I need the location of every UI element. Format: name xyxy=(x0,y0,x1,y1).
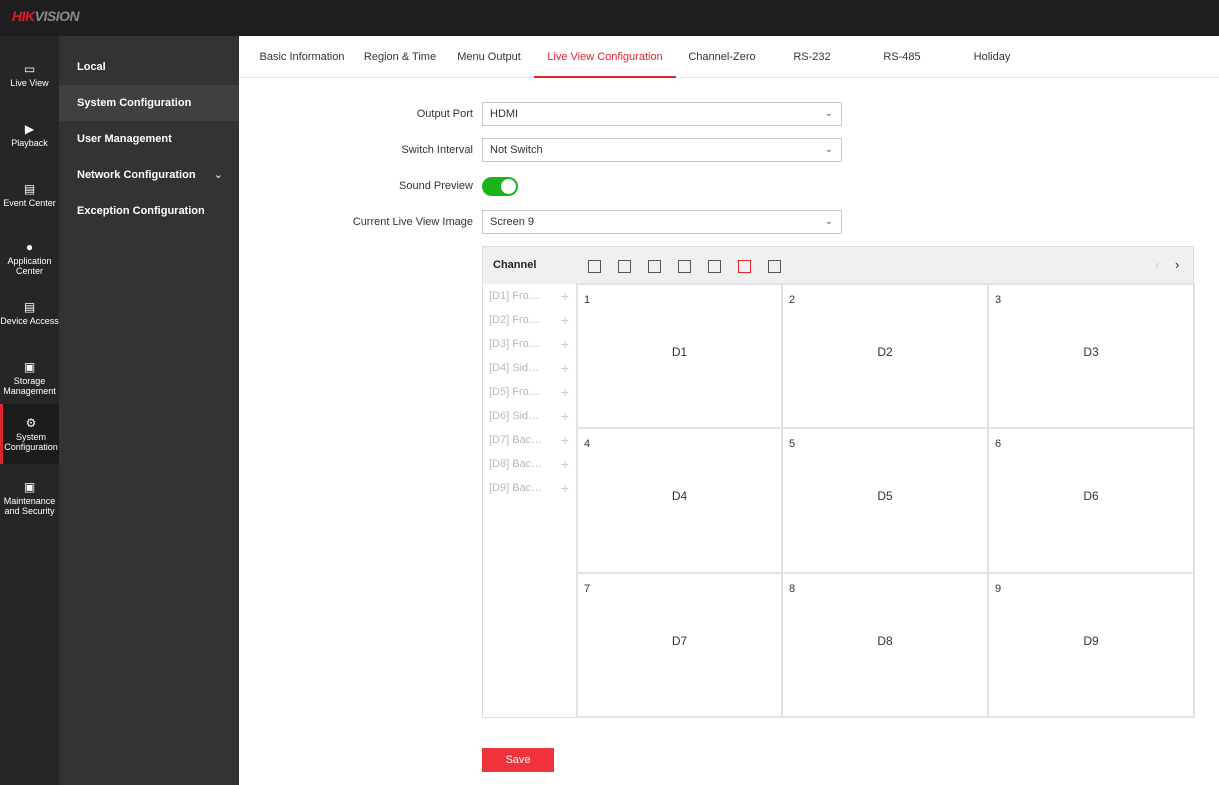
output-port-select[interactable]: HDMI ⌄ xyxy=(482,102,842,126)
panel-header: Channel ‹ › xyxy=(483,247,1193,284)
layout-16-window-icon[interactable] xyxy=(768,260,781,273)
nav-item-system-configuration[interactable]: ⚙ System Configuration xyxy=(0,404,59,464)
chevron-down-icon: ⌄ xyxy=(213,169,223,181)
toggle-knob xyxy=(501,179,516,194)
add-icon[interactable]: + xyxy=(560,432,569,448)
nav-item-live-view[interactable]: ▭ Live View xyxy=(10,62,49,88)
chevron-down-icon: ⌄ xyxy=(824,216,833,227)
layout-2-window-icon[interactable] xyxy=(618,260,631,273)
nav-item-maintenance-and-security[interactable]: ▣ Maintenance and Security xyxy=(3,480,56,516)
tab-channel-zero[interactable]: Channel-Zero xyxy=(688,51,756,63)
prev-page-icon[interactable]: ‹ xyxy=(1155,257,1160,272)
tab-menu-output[interactable]: Menu Output xyxy=(457,51,521,63)
view-window[interactable]: 1 D1 xyxy=(576,283,783,429)
channel-list-item[interactable]: [D4] Sid… + xyxy=(489,356,573,380)
add-icon[interactable]: + xyxy=(560,360,569,376)
switch-interval-label: Switch Interval xyxy=(401,144,473,156)
tab-bar: Basic Information Region & Time Menu Outpu… xyxy=(239,36,1219,78)
tab-basic-information[interactable]: Basic Information xyxy=(259,51,345,63)
subnav-item-system-configuration[interactable]: System Configuration xyxy=(59,85,239,121)
view-window[interactable]: 7 D7 xyxy=(576,572,783,718)
view-window[interactable]: 8 D8 xyxy=(781,572,989,718)
channel-list-item[interactable]: [D7] Bac… + xyxy=(489,428,573,452)
main-nav: ▭ Live View ▶ Playback ▤ Event Center ● Applica… xyxy=(0,36,59,785)
view-window[interactable]: 3 D3 xyxy=(987,283,1195,429)
next-page-icon[interactable]: › xyxy=(1175,257,1180,272)
top-bar: HIKVISION xyxy=(0,0,1219,36)
tab-rs-232[interactable]: RS-232 xyxy=(793,51,831,63)
layout-8-window-icon[interactable] xyxy=(708,260,721,273)
switch-interval-select[interactable]: Not Switch ⌄ xyxy=(482,138,842,162)
layout-6-window-icon[interactable] xyxy=(678,260,691,273)
sound-preview-toggle[interactable] xyxy=(482,177,518,196)
monitor-icon: ▭ xyxy=(23,62,36,76)
device-icon: ▤ xyxy=(23,300,36,314)
tab-region-time[interactable]: Region & Time xyxy=(363,51,437,63)
nav-item-application-center[interactable]: ● Application Center xyxy=(7,240,52,276)
channel-list-item[interactable]: [D8] Bac… + xyxy=(489,452,573,476)
nav-item-playback[interactable]: ▶ Playback xyxy=(11,122,48,148)
view-window[interactable]: 9 D9 xyxy=(987,572,1195,718)
add-icon[interactable]: + xyxy=(560,480,569,496)
current-live-view-image-select[interactable]: Screen 9 ⌄ xyxy=(482,210,842,234)
layout-4-window-icon[interactable] xyxy=(648,260,661,273)
sub-nav: Local System Configuration User Management… xyxy=(59,36,239,785)
tab-holiday[interactable]: Holiday xyxy=(973,51,1011,63)
view-window[interactable]: 6 D6 xyxy=(987,427,1195,574)
subnav-item-local[interactable]: Local xyxy=(77,61,106,73)
channel-list-item[interactable]: [D1] Fro… + xyxy=(489,284,573,308)
channel-title: Channel xyxy=(493,259,537,271)
subnav-item-network-configuration[interactable]: Network Configuration ⌄ xyxy=(59,157,239,193)
nav-item-storage-management[interactable]: ▣ Storage Management xyxy=(3,360,56,396)
layout-1-window-icon[interactable] xyxy=(588,260,601,273)
channel-list-item[interactable]: [D3] Fro… + xyxy=(489,332,573,356)
channel-list-item[interactable]: [D6] Sid… + xyxy=(489,404,573,428)
channel-list: [D1] Fro… + [D2] Fro… + [D3] Fro… + [D4] Sid… +… xyxy=(483,284,577,717)
subnav-item-user-management[interactable]: User Management xyxy=(77,133,172,145)
live-view-layout-panel: Channel ‹ › [D1] Fro… + [D2] Fro… + [D3] Fro… xyxy=(482,246,1195,718)
clipboard-icon: ▤ xyxy=(23,182,36,196)
tab-live-view-configuration[interactable]: Live View Configuration xyxy=(534,36,676,78)
tab-rs-485[interactable]: RS-485 xyxy=(883,51,921,63)
maintenance-icon: ▣ xyxy=(23,480,36,494)
gear-icon: ⚙ xyxy=(25,416,37,430)
view-window[interactable]: 5 D5 xyxy=(781,427,989,574)
playback-icon: ▶ xyxy=(24,122,35,136)
hikvision-logo: HIKVISION xyxy=(12,8,80,24)
view-window[interactable]: 4 D4 xyxy=(576,427,783,574)
subnav-item-exception-configuration[interactable]: Exception Configuration xyxy=(77,205,205,217)
layout-9-window-icon[interactable] xyxy=(738,260,751,273)
view-window[interactable]: 2 D2 xyxy=(781,283,989,429)
save-button[interactable]: Save xyxy=(482,748,554,772)
add-icon[interactable]: + xyxy=(560,288,569,304)
nav-item-event-center[interactable]: ▤ Event Center xyxy=(3,182,56,208)
add-icon[interactable]: + xyxy=(560,336,569,352)
chevron-down-icon: ⌄ xyxy=(824,108,833,119)
chevron-down-icon: ⌄ xyxy=(824,144,833,155)
channel-list-item[interactable]: [D5] Fro… + xyxy=(489,380,573,404)
add-icon[interactable]: + xyxy=(560,384,569,400)
output-port-label: Output Port xyxy=(416,108,473,120)
channel-list-item[interactable]: [D9] Bac… + xyxy=(489,476,573,500)
add-icon[interactable]: + xyxy=(560,312,569,328)
sound-preview-label: Sound Preview xyxy=(399,180,473,192)
ai-head-icon: ● xyxy=(25,240,34,254)
add-icon[interactable]: + xyxy=(560,408,569,424)
current-live-view-image-label: Current Live View Image xyxy=(352,216,473,228)
add-icon[interactable]: + xyxy=(560,456,569,472)
hdd-icon: ▣ xyxy=(23,360,36,374)
channel-list-item[interactable]: [D2] Fro… + xyxy=(489,308,573,332)
nav-item-device-access[interactable]: ▤ Device Access xyxy=(0,300,59,326)
